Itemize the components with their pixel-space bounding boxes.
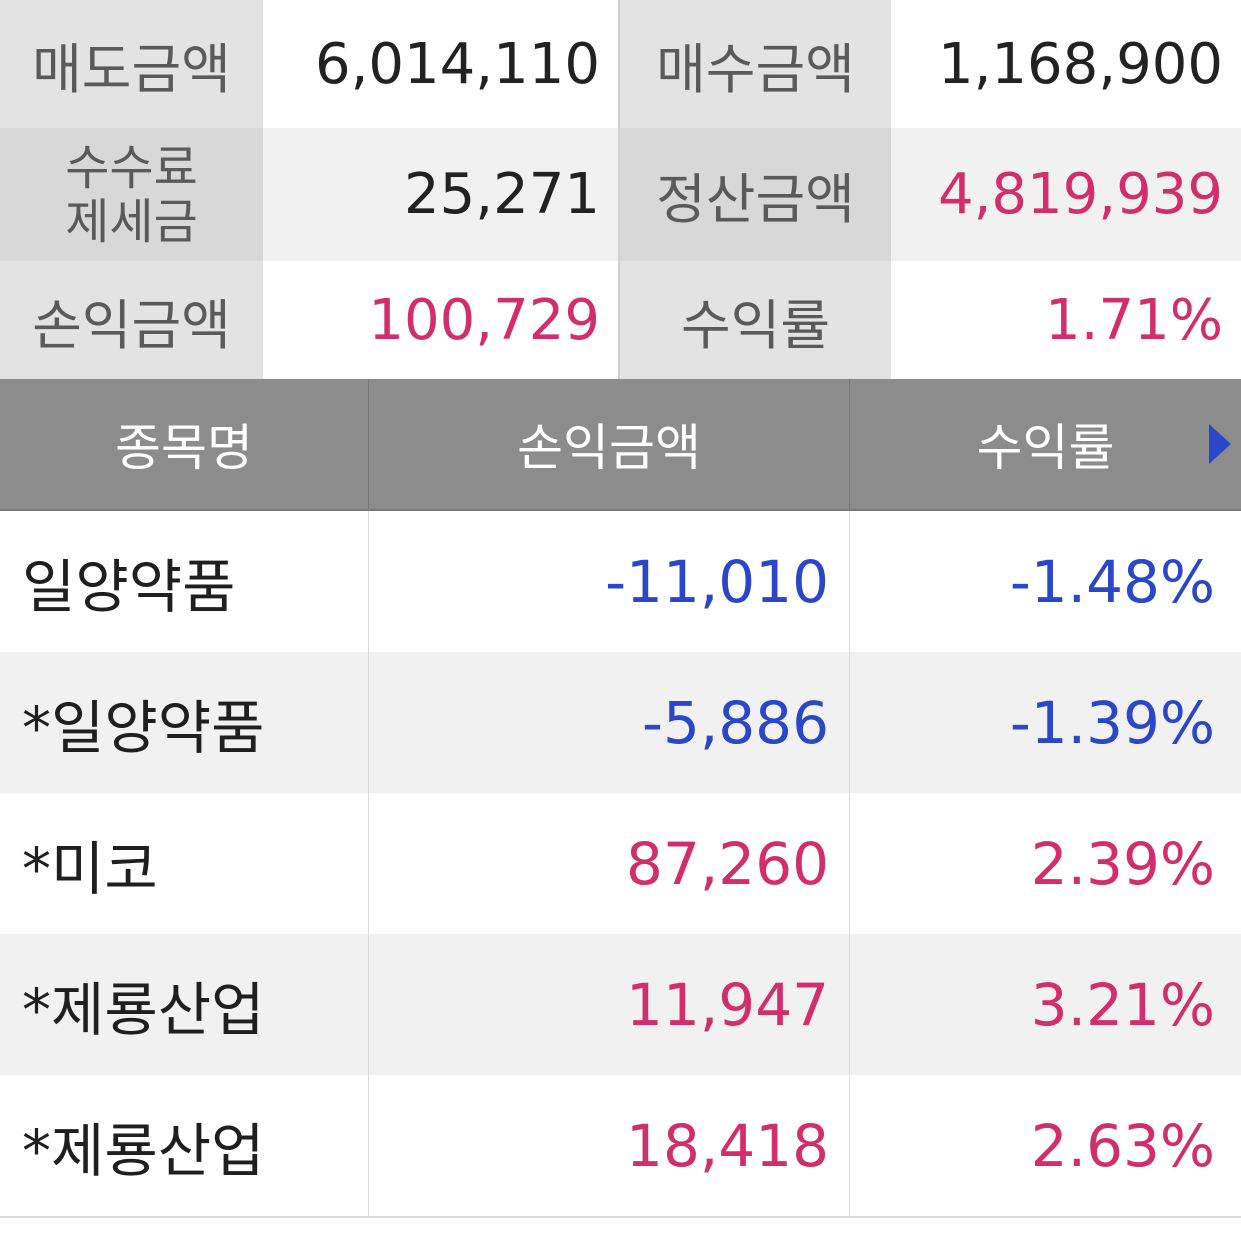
summary-row-fees: 수수료 제세금 25,271 정산금액 4,819,939 [0, 128, 1241, 261]
table-bottom-divider [0, 1216, 1241, 1218]
table-row[interactable]: 일양약품 -11,010 -1.48% [0, 511, 1241, 652]
stock-name: *미코 [0, 793, 369, 934]
table-row[interactable]: *제룡산업 11,947 3.21% [0, 934, 1241, 1075]
return-rate-value: 1.71% [891, 261, 1241, 379]
stock-profit: 87,260 [369, 793, 850, 934]
stock-name: *제룡산업 [0, 934, 369, 1075]
header-return-rate-label: 수익률 [976, 419, 1115, 477]
buy-amount-value: 1,168,900 [891, 0, 1241, 128]
table-row[interactable]: *제룡산업 18,418 2.63% [0, 1075, 1241, 1216]
stock-rate: -1.39% [1009, 688, 1215, 757]
stock-rate: -1.48% [1009, 547, 1215, 616]
holdings-table-body: 일양약품 -11,010 -1.48% *일양약품 -5,886 -1.39% … [0, 511, 1241, 1216]
summary-row-trade: 매도금액 6,014,110 매수금액 1,168,900 [0, 0, 1241, 128]
holdings-table-header: 종목명 손익금액 수익률 [0, 379, 1241, 511]
sell-amount-label: 매도금액 [0, 0, 263, 128]
return-rate-label: 수익률 [620, 261, 891, 379]
header-return-rate[interactable]: 수익률 [850, 379, 1241, 509]
settlement-amount-label: 정산금액 [620, 128, 891, 261]
table-row[interactable]: *일양약품 -5,886 -1.39% [0, 652, 1241, 793]
fee-label: 수수료 [65, 139, 198, 196]
header-profit-amount[interactable]: 손익금액 [369, 379, 850, 509]
stock-name: 일양약품 [0, 511, 369, 652]
stock-rate: 3.21% [1030, 970, 1215, 1039]
profit-amount-value: 100,729 [263, 261, 620, 379]
table-row[interactable]: *미코 87,260 2.39% [0, 793, 1241, 934]
stock-profit: 11,947 [369, 934, 850, 1075]
stock-rate: 2.39% [1030, 829, 1215, 898]
stock-name: *일양약품 [0, 652, 369, 793]
stock-profit: 18,418 [369, 1075, 850, 1216]
fee-tax-value: 25,271 [263, 128, 620, 261]
settlement-amount-value: 4,819,939 [891, 128, 1241, 261]
header-stock-name[interactable]: 종목명 [0, 379, 369, 509]
stock-profit: -5,886 [369, 652, 850, 793]
summary-row-profit: 손익금액 100,729 수익률 1.71% [0, 261, 1241, 379]
stock-rate: 2.63% [1030, 1111, 1215, 1180]
stock-name: *제룡산업 [0, 1075, 369, 1216]
tax-label: 제세금 [65, 193, 198, 250]
stock-profit: -11,010 [369, 511, 850, 652]
next-columns-arrow-icon[interactable] [1209, 424, 1231, 464]
buy-amount-label: 매수금액 [620, 0, 891, 128]
sell-amount-value: 6,014,110 [263, 0, 620, 128]
fee-tax-label: 수수료 제세금 [0, 128, 263, 261]
account-summary: 매도금액 6,014,110 매수금액 1,168,900 수수료 제세금 25… [0, 0, 1241, 379]
profit-amount-label: 손익금액 [0, 261, 263, 379]
